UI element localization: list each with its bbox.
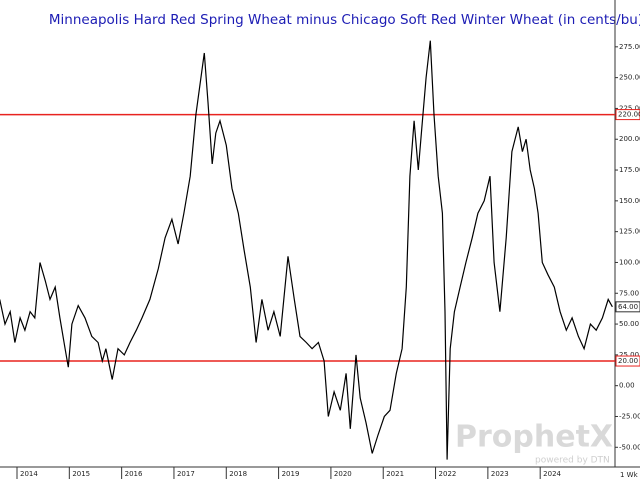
x-tick-label: 2019 (282, 470, 300, 478)
x-tick-label: 2024 (543, 470, 561, 478)
x-tick-label: 2014 (20, 470, 38, 478)
y-tick-label: -50.00 (619, 443, 640, 451)
x-tick-label: 2022 (439, 470, 457, 478)
reference-label-box (615, 355, 640, 367)
reference-label: 220.00 (618, 111, 640, 119)
price-line (0, 40, 613, 460)
y-tick-label: 125.00 (619, 228, 640, 236)
y-tick-label: 250.00 (619, 74, 640, 82)
last-value-label-box (615, 301, 640, 313)
y-tick-label: 25.00 (619, 351, 639, 359)
y-tick-label: 100.00 (619, 258, 640, 266)
y-tick-label: 225.00 (619, 104, 640, 112)
y-tick-label: 175.00 (619, 166, 640, 174)
y-tick-label: 75.00 (619, 289, 639, 297)
chart-title: Minneapolis Hard Red Spring Wheat minus … (49, 12, 640, 28)
x-tick-label: 2023 (491, 470, 509, 478)
watermark-sub: powered by DTN (535, 456, 610, 466)
x-tick-label: 2018 (229, 470, 247, 478)
x-tick-label: 2020 (334, 470, 352, 478)
y-tick-label: 150.00 (619, 197, 640, 205)
x-tick-label: 2016 (125, 470, 143, 478)
x-tick-label: 2017 (177, 470, 195, 478)
period-label: 1 Wk (620, 471, 639, 479)
x-tick-label: 2015 (72, 470, 90, 478)
reference-label: 20.00 (618, 357, 638, 365)
y-tick-label: -25.00 (619, 412, 640, 420)
y-tick-label: 275.00 (619, 43, 640, 51)
reference-label-box (615, 109, 640, 121)
y-tick-label: 50.00 (619, 320, 639, 328)
y-tick-label: 0.00 (619, 382, 635, 390)
y-tick-label: 200.00 (619, 135, 640, 143)
x-tick-label: 2021 (386, 470, 404, 478)
watermark: ProphetX (455, 420, 613, 455)
last-value-label: 64.00 (618, 303, 638, 311)
